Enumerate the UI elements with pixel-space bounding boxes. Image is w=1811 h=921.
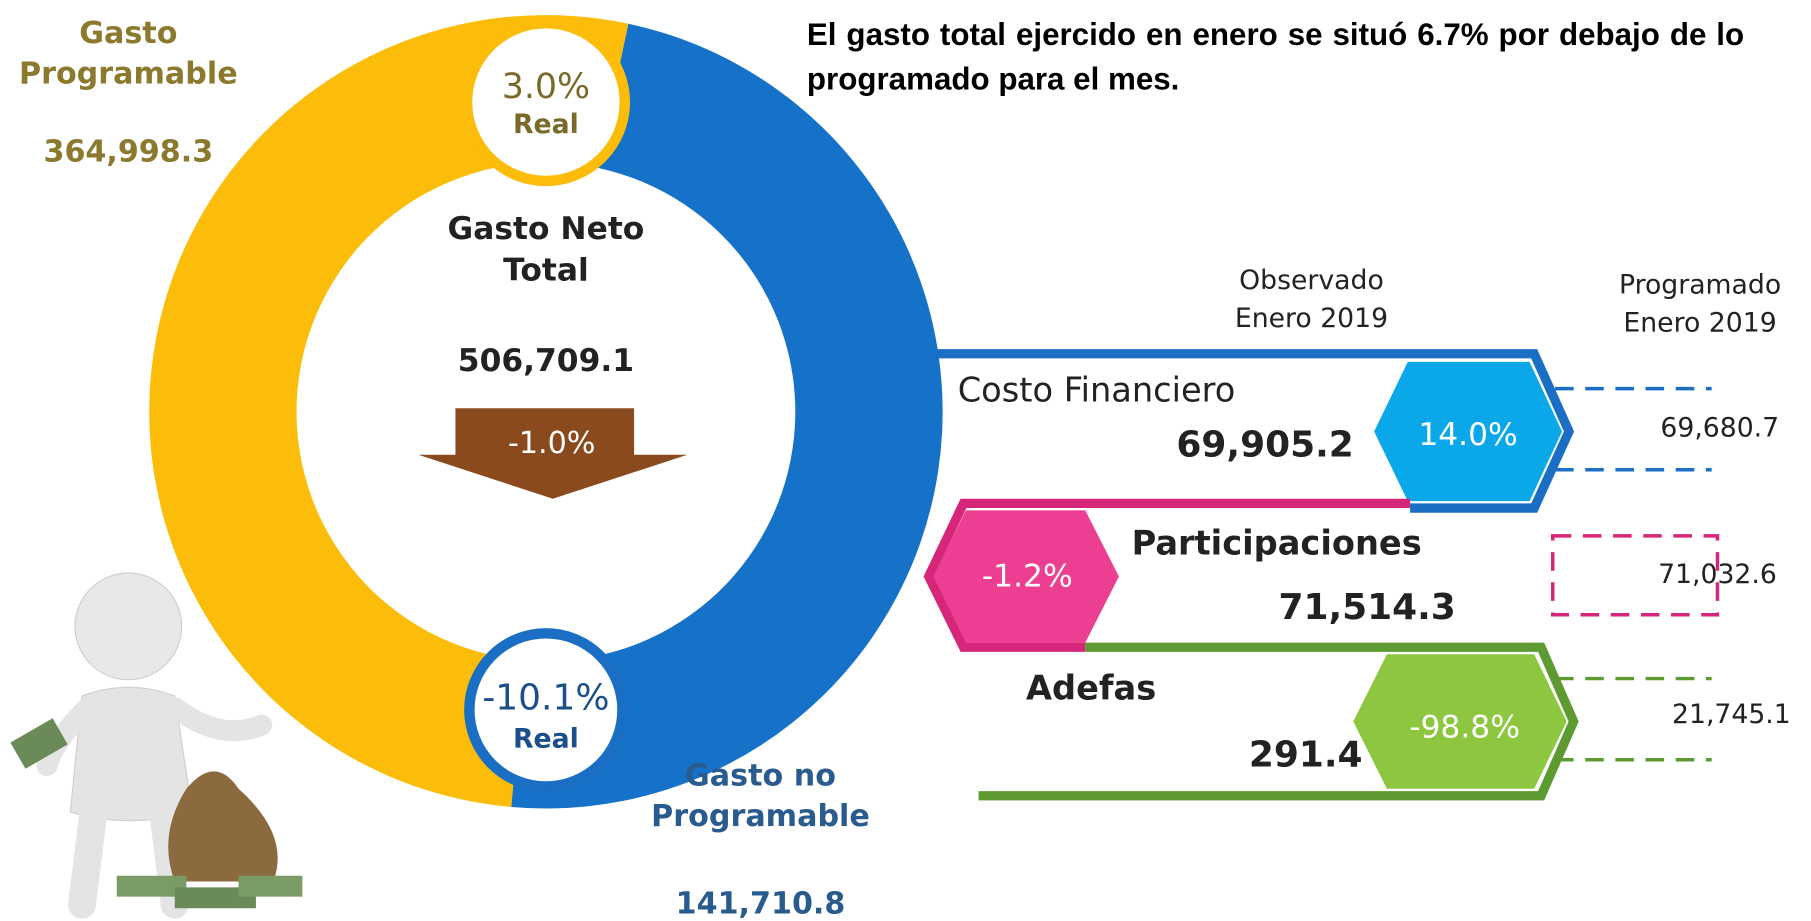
column-observed: Observado Enero 2019: [1234, 265, 1389, 335]
headline: El gasto total ejercido en enero se situ…: [806, 17, 1745, 97]
item-observed: 71,514.3: [1278, 587, 1455, 628]
column-box: Programado Enero 2019: [1618, 270, 1782, 340]
money: [174, 887, 256, 909]
headline-box: El gasto total ejercido en enero se situ…: [806, 17, 1745, 97]
badge-bottom: [464, 628, 628, 792]
money: [116, 875, 187, 897]
row-participaciones: Participaciones 71,514.3 -1.2% 71,032.6: [923, 498, 1777, 652]
hexagon: [1353, 654, 1567, 789]
item-programmed: 21,745.1: [1672, 699, 1791, 730]
figure-arm: [164, 697, 273, 742]
frame-line: [978, 642, 1579, 801]
item-observed: 69,905.2: [1176, 425, 1353, 466]
center-title-box: Gasto Neto Total: [447, 211, 645, 290]
figure-illustration: [10, 572, 303, 919]
item-name: Participaciones: [1132, 524, 1422, 563]
donut: [149, 15, 943, 809]
frame-line: [923, 498, 1411, 652]
label-box: Gasto no Programable: [651, 758, 870, 835]
label-box: Gasto Programable: [18, 16, 238, 92]
frame-line: [934, 349, 1575, 513]
down-arrow: [418, 408, 688, 499]
center-title: Gasto Neto Total: [447, 211, 645, 290]
column-box: Observado Enero 2019: [1234, 265, 1389, 335]
hexagon: [1374, 361, 1563, 502]
badge-change: -10.1%: [482, 677, 609, 718]
no-programable-value: 141,710.8: [676, 886, 846, 921]
row-adefas: Adefas 291.4 -98.8% 21,745.1: [978, 642, 1791, 801]
item-observed: 291.4: [1249, 734, 1363, 775]
badge-note: Real: [513, 724, 579, 755]
money: [238, 875, 303, 897]
item-name: Costo Financiero: [958, 371, 1236, 410]
figure-head: [74, 572, 183, 681]
donut-segment-no-programable: [511, 23, 943, 809]
money: [10, 718, 68, 769]
badge-top: [461, 17, 631, 187]
center-value: 506,709.1: [458, 343, 634, 379]
item-programmed: 71,032.6: [1658, 559, 1777, 590]
item-name: Adefas: [1026, 669, 1156, 708]
no-programable-label: Gasto no Programable: [651, 758, 870, 835]
item-change: -1.2%: [982, 559, 1073, 595]
donut-segment-programable: [149, 15, 629, 807]
column-programmed: Programado Enero 2019: [1618, 270, 1782, 340]
item-programmed: 69,680.7: [1660, 413, 1779, 444]
programable-label: Gasto Programable: [18, 16, 238, 92]
programable-value: 364,998.3: [43, 135, 213, 170]
money-bag: [168, 771, 278, 882]
item-change: -98.8%: [1409, 709, 1520, 745]
row-costo: Costo Financiero 69,905.2 14.0% 69,680.7: [934, 349, 1779, 513]
center-change: -1.0%: [508, 426, 595, 461]
hexagon: [933, 510, 1119, 643]
badge-note: Real: [513, 109, 579, 140]
item-change: 14.0%: [1418, 417, 1517, 453]
badge-change: 3.0%: [502, 67, 590, 107]
